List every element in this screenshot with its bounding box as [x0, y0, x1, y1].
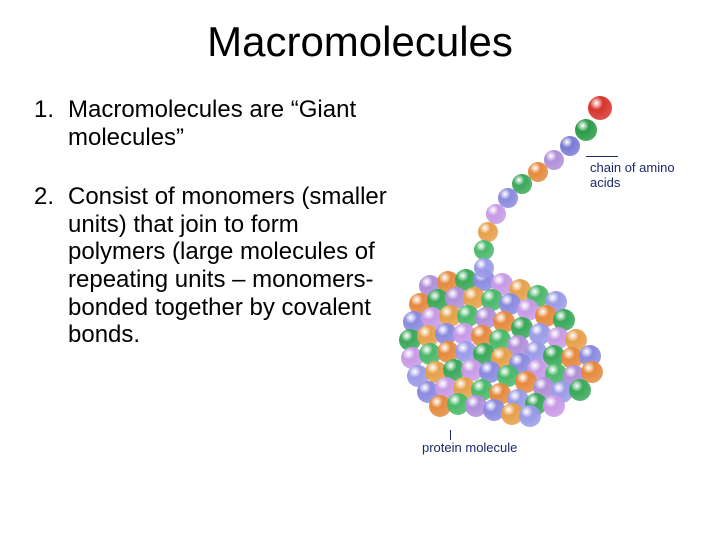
molecule-label: protein molecule	[422, 440, 517, 455]
list-number: 1.	[30, 96, 68, 151]
protein-figure: chain of amino acids protein molecule	[390, 96, 690, 476]
list-text: Macromolecules are “Giant molecules”	[68, 96, 390, 151]
text-column: 1. Macromolecules are “Giant molecules” …	[30, 96, 390, 476]
list-item: 2. Consist of monomers (smaller units) t…	[30, 183, 390, 349]
chain-label-line	[586, 156, 618, 157]
list-text: Consist of monomers (smaller units) that…	[68, 183, 390, 349]
list-number: 2.	[30, 183, 68, 349]
molecule-label-line	[450, 430, 451, 440]
chain-label: chain of amino acids	[590, 160, 690, 190]
protein-svg	[390, 96, 690, 456]
list-item: 1. Macromolecules are “Giant molecules”	[30, 96, 390, 151]
slide-title: Macromolecules	[0, 0, 720, 76]
slide-content: 1. Macromolecules are “Giant molecules” …	[0, 76, 720, 476]
